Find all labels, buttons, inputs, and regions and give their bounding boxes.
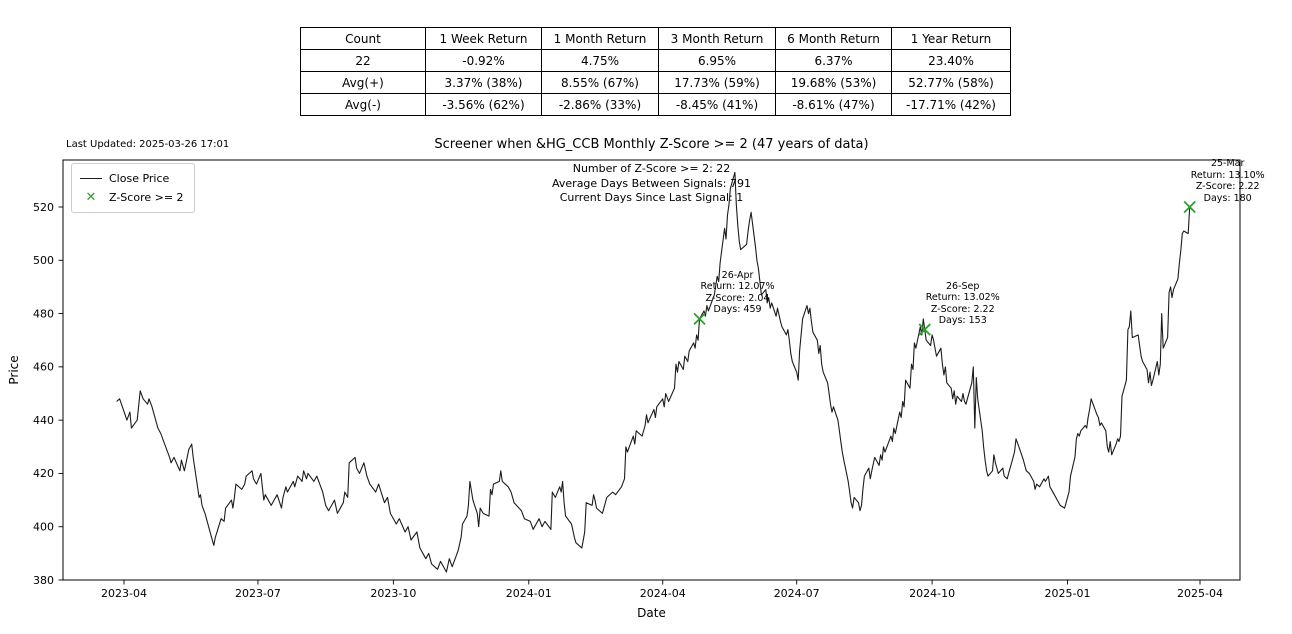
table-cell: 3.37% (38%) (425, 71, 542, 94)
x-axis-label: Date (637, 606, 666, 620)
signal-zscore-label: Z-Score: 2.22 (1195, 181, 1260, 192)
annotation-line-days-since: Current Days Since Last Signal: 1 (559, 191, 744, 205)
zscore-signal-x-icon (693, 312, 706, 326)
table-cell: Avg(-) (300, 93, 426, 116)
x-tick-label: 2025-04 (1177, 587, 1223, 600)
signal-return-label: Return: 13.02% (925, 292, 1000, 304)
zscore-signal-x-icon (1183, 200, 1196, 214)
last-updated-text: Last Updated: 2025-03-26 17:01 (66, 139, 230, 150)
table-header-row: Count 1 Week Return 1 Month Return 3 Mon… (300, 27, 1011, 50)
signal-days-label: Days: 180 (1203, 192, 1252, 204)
annotation-line-avg-days: Average Days Between Signals: 791 (552, 176, 751, 190)
signal-zscore-label: Z-Score: 2.04 (705, 292, 770, 304)
close-price-line (116, 171, 1191, 573)
signal-days-label: Days: 153 (938, 315, 987, 327)
line-swatch-icon (80, 178, 102, 179)
y-tick-label: 380 (33, 574, 54, 587)
x-tick-label: 2024-01 (506, 587, 552, 600)
signal-days-label: Days: 459 (713, 304, 762, 316)
table-cell: -2.86% (33%) (541, 93, 659, 116)
signal-date-label: 25-Mar (1210, 158, 1245, 169)
x-tick-label: 2023-04 (101, 587, 147, 600)
signal-return-label: Return: 12.07% (700, 281, 775, 293)
signal-annotation-2: 25-Mar Return: 13.10% Z-Score: 2.22 Days… (1191, 158, 1265, 204)
x-tick-label: 2024-04 (640, 587, 686, 600)
axis-ticks: 2023-04 2023-07 2023-10 2024-01 2024-04 2024-… (33, 201, 1223, 600)
zscore-signal-x-icon (918, 323, 931, 336)
y-tick-label: 420 (33, 467, 54, 480)
legend-item-zscore: ✕ Z-Score >= 2 (80, 188, 184, 207)
table-cell: -8.45% (41%) (658, 93, 776, 116)
table-cell: -17.71% (42%) (891, 93, 1011, 116)
signal-date-label: 26-Sep (946, 280, 980, 292)
table-cell: -3.56% (62%) (425, 93, 542, 116)
annotation-line-signal-count: Number of Z-Score >= 2: 22 (572, 162, 731, 175)
signal-annotation-1: 26-Sep Return: 13.02% Z-Score: 2.22 Days… (926, 281, 1000, 327)
x-tick-label: 2024-10 (909, 587, 955, 600)
y-tick-label: 520 (33, 201, 54, 214)
annotation-box: Number of Z-Score >= 2: 22 Average Days … (63, 162, 1240, 206)
legend-label-close-price: Close Price (109, 172, 170, 185)
y-tick-label: 400 (33, 521, 54, 534)
x-tick-label: 2023-07 (235, 587, 281, 600)
x-tick-label: 2025-01 (1045, 587, 1091, 600)
chart-title: Screener when &HG_CCB Monthly Z-Score >=… (434, 137, 869, 152)
table-row-avg-positive: Avg(+) 3.37% (38%) 8.55% (67%) 17.73% (5… (300, 71, 1011, 94)
y-tick-label: 440 (33, 414, 54, 427)
legend-item-close-price: Close Price (80, 169, 184, 188)
y-tick-label: 500 (33, 254, 54, 267)
plot-frame (62, 159, 1241, 581)
y-tick-label: 480 (33, 307, 54, 320)
table-cell: 52.77% (58%) (891, 71, 1011, 94)
signal-markers (693, 200, 1196, 336)
y-axis-label: Price (7, 355, 21, 385)
signal-annotation-0: 26-Apr Return: 12.07% Z-Score: 2.04 Days… (701, 270, 775, 316)
table-header-1y: 1 Year Return (891, 27, 1011, 50)
x-tick-label: 2024-07 (774, 587, 820, 600)
signal-return-label: Return: 13.10% (1190, 169, 1265, 181)
table-cell: 19.68% (53%) (775, 71, 892, 94)
table-cell: 17.73% (59%) (658, 71, 776, 94)
legend-label-zscore: Z-Score >= 2 (109, 191, 184, 204)
x-marker-icon: ✕ (85, 190, 97, 205)
legend: Close Price ✕ Z-Score >= 2 (71, 163, 195, 213)
table-cell: Avg(+) (300, 71, 426, 94)
table-cell: 8.55% (67%) (541, 71, 659, 94)
table-row-avg-negative: Avg(-) -3.56% (62%) -2.86% (33%) -8.45% … (300, 93, 1011, 116)
y-tick-label: 460 (33, 361, 54, 374)
table-header-6m: 6 Month Return (775, 27, 892, 50)
signal-zscore-label: Z-Score: 2.22 (930, 303, 995, 315)
signal-date-label: 26-Apr (721, 269, 754, 281)
x-tick-label: 2023-10 (370, 587, 416, 600)
stats-table: Count 1 Week Return 1 Month Return 3 Mon… (300, 27, 1011, 116)
